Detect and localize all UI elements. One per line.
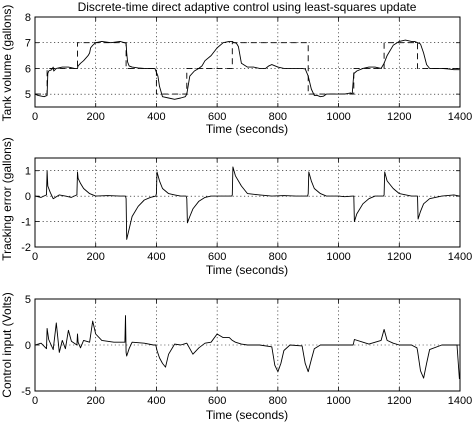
response-line xyxy=(34,166,460,240)
y-axis-label: Tank volume (gallons) xyxy=(0,5,14,122)
x-tick-label: 1200 xyxy=(387,111,411,123)
y-tick-label: 7 xyxy=(25,38,31,50)
x-tick-label: 600 xyxy=(208,395,226,407)
x-tick-label: 0 xyxy=(32,111,38,123)
x-tick-label: 200 xyxy=(87,395,105,407)
figure-title: Discrete-time direct adaptive control us… xyxy=(78,0,417,14)
y-tick-label: 8 xyxy=(25,12,31,24)
x-axis-label: Time (seconds) xyxy=(206,408,288,422)
y-tick-label: 5 xyxy=(25,294,31,306)
x-tick-label: 1400 xyxy=(448,111,472,123)
x-tick-label: 600 xyxy=(208,251,226,263)
x-axis-label: Time (seconds) xyxy=(206,263,288,277)
x-tick-label: 0 xyxy=(32,251,38,263)
x-tick-label: 800 xyxy=(269,251,287,263)
x-tick-label: 1000 xyxy=(326,251,350,263)
plot-tracking-error: 0 200 400 600 800 1000 1200 1400 -2 -1 0 1 Tracking… xyxy=(0,137,472,277)
y-tick-label: -5 xyxy=(21,386,31,398)
x-tick-label: 200 xyxy=(87,251,105,263)
x-tick-label: 1000 xyxy=(326,395,350,407)
x-tick-label: 600 xyxy=(208,111,226,123)
x-tick-label: 1000 xyxy=(326,111,350,123)
y-axis-label: Tracking error (gallons) xyxy=(0,137,14,261)
x-tick-label: 1200 xyxy=(387,251,411,263)
response-line xyxy=(34,315,460,380)
axes-box xyxy=(34,157,461,248)
y-tick-label: 0 xyxy=(25,340,31,352)
x-tick-label: 1400 xyxy=(448,395,472,407)
axes-box xyxy=(34,16,461,108)
y-axis-label: Control input (Volts) xyxy=(0,292,14,397)
x-tick-label: 0 xyxy=(32,395,38,407)
reference-line xyxy=(35,42,460,95)
x-tick-label: 1400 xyxy=(448,251,472,263)
x-tick-label: 400 xyxy=(147,395,165,407)
x-tick-label: 1200 xyxy=(387,395,411,407)
x-tick-label: 400 xyxy=(147,111,165,123)
y-tick-label: -2 xyxy=(21,242,31,254)
plot-tank-volume: 0 200 400 600 800 1000 1200 1400 5 6 7 8 Tank volum… xyxy=(0,5,472,136)
x-tick-label: 800 xyxy=(269,395,287,407)
x-tick-label: 200 xyxy=(87,111,105,123)
y-tick-label: 6 xyxy=(25,63,31,75)
plot-control-input: 0 200 400 600 800 1000 1200 1400-505 Control in… xyxy=(0,292,472,422)
x-tick-label: 400 xyxy=(147,251,165,263)
y-tick-label: 1 xyxy=(25,166,31,178)
response-line xyxy=(34,39,460,100)
y-tick-label: 5 xyxy=(25,89,31,101)
y-tick-label: -1 xyxy=(21,217,31,229)
y-tick-label: 0 xyxy=(25,191,31,203)
x-axis-label: Time (seconds) xyxy=(206,122,288,136)
x-tick-label: 800 xyxy=(269,111,287,123)
